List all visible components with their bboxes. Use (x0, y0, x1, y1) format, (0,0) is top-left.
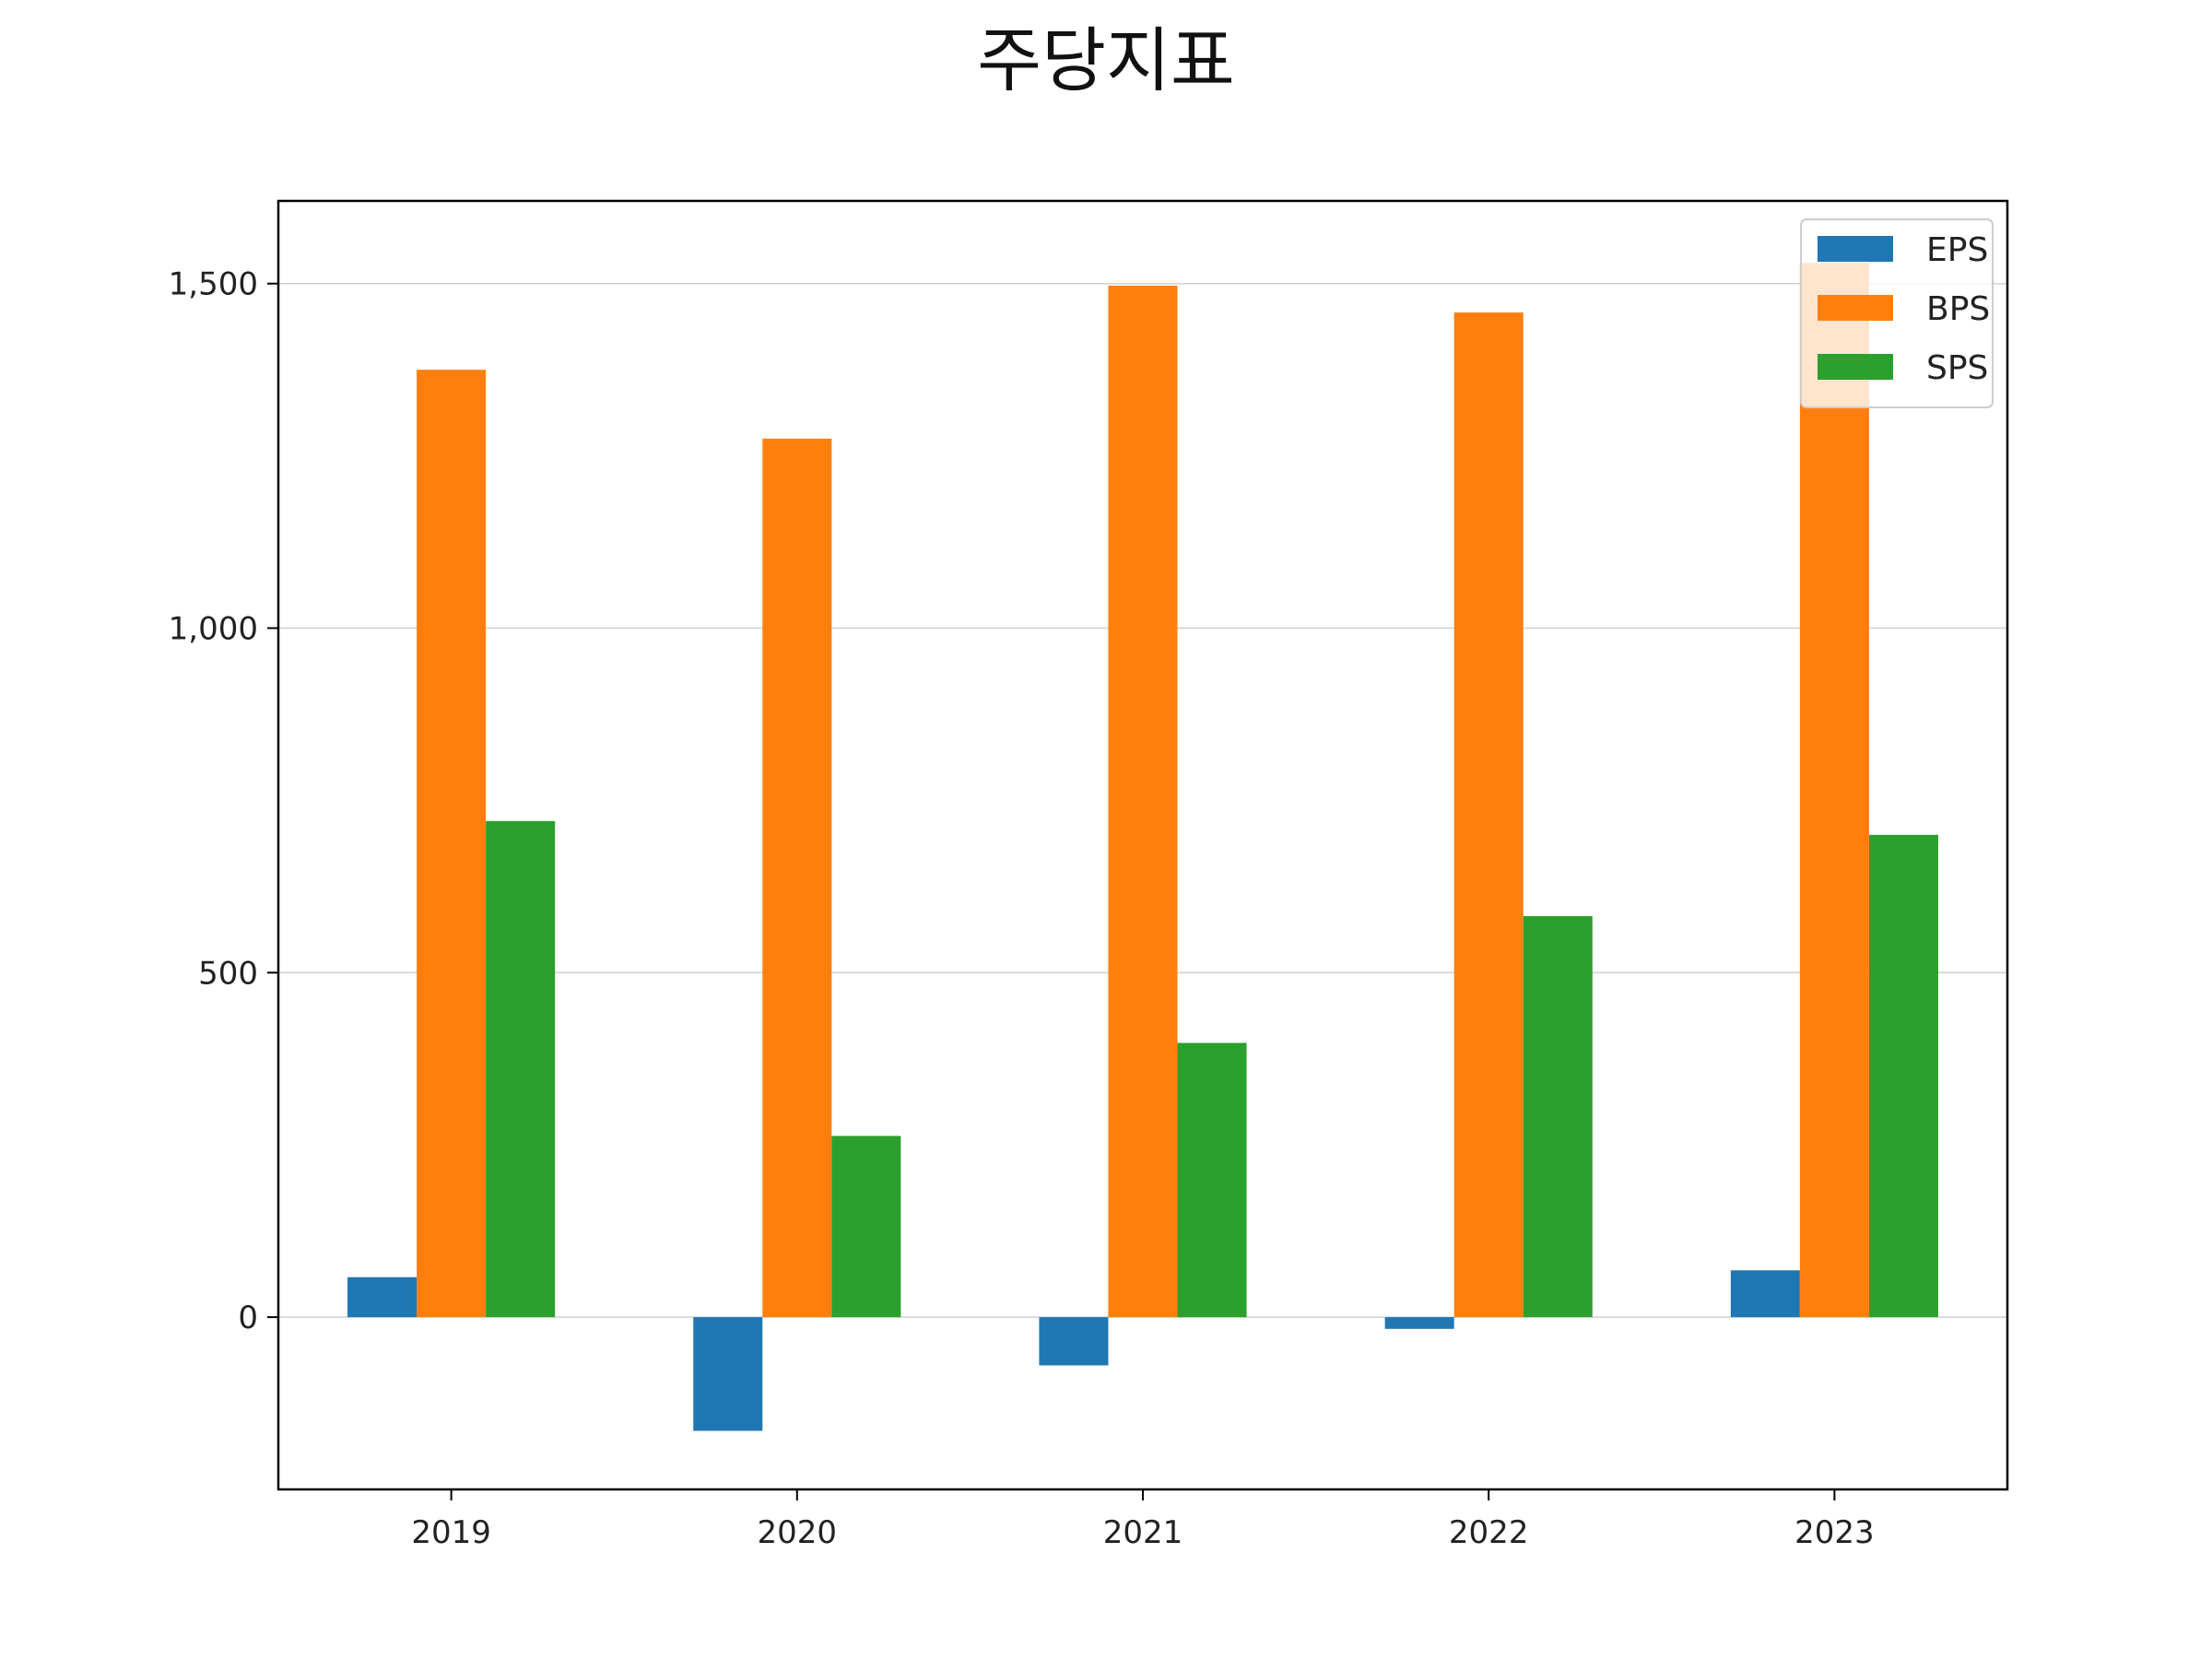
x-tick-label: 2020 (758, 1514, 838, 1551)
bar-eps-2019 (347, 1277, 418, 1318)
x-tick-label: 2019 (411, 1514, 491, 1551)
bar-eps-2020 (693, 1317, 763, 1431)
y-tick-label: 1,000 (169, 611, 258, 648)
legend-label-sps: SPS (1926, 349, 1988, 387)
y-tick-label: 0 (238, 1300, 258, 1336)
bar-eps-2021 (1039, 1317, 1109, 1366)
x-axis: 2019 2020 2021 2022 2023 (411, 1489, 1875, 1551)
bar-sps-2021 (1177, 1042, 1247, 1318)
bar-bps-2019 (417, 370, 487, 1318)
bar-sps-2020 (831, 1135, 901, 1318)
bar-eps-2023 (1730, 1270, 1800, 1318)
x-tick-label: 2023 (1794, 1514, 1875, 1551)
legend-swatch-eps (1818, 236, 1893, 262)
y-tick-label: 500 (198, 955, 258, 992)
bar-sps-2019 (486, 820, 556, 1318)
legend-swatch-sps (1818, 354, 1893, 380)
bar-bps-2021 (1108, 285, 1178, 1318)
x-tick-label: 2021 (1103, 1514, 1183, 1551)
legend: EPS BPS SPS (1800, 218, 1994, 408)
bar-eps-2022 (1384, 1317, 1454, 1329)
bar-bps-2020 (762, 438, 832, 1318)
bars (347, 263, 1938, 1431)
bar-bps-2022 (1453, 312, 1524, 1318)
x-tick-label: 2022 (1449, 1514, 1529, 1551)
chart-title: 주당지표 (977, 19, 1235, 101)
bar-bps-2023 (1799, 263, 1869, 1318)
legend-label-eps: EPS (1926, 231, 1988, 269)
y-axis: 0 500 1,000 1,500 (169, 266, 278, 1336)
bar-sps-2022 (1523, 916, 1593, 1318)
bar-sps-2023 (1868, 834, 1938, 1318)
legend-swatch-bps (1818, 295, 1893, 321)
y-tick-label: 1,500 (169, 266, 258, 303)
legend-label-bps: BPS (1926, 290, 1990, 328)
